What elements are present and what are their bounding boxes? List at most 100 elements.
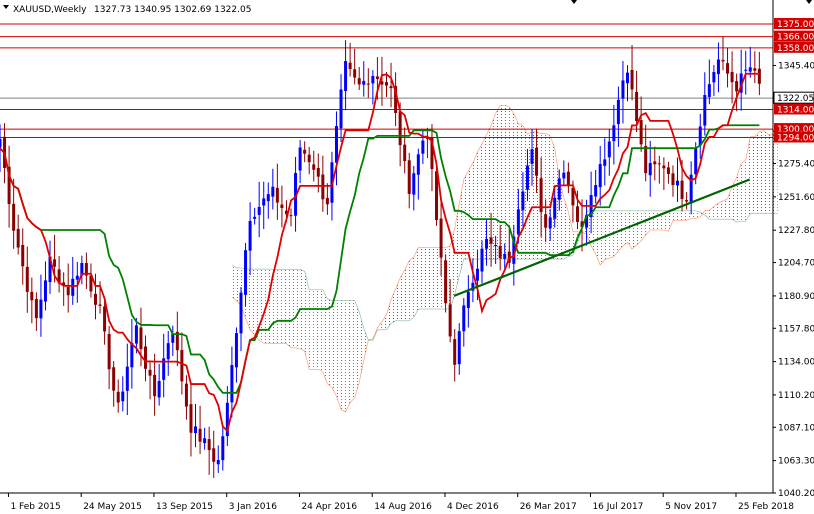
senkou-b-segment	[413, 308, 419, 318]
cloud-segment	[386, 299, 392, 330]
cloud-segment	[454, 203, 460, 295]
candle-body	[480, 248, 484, 272]
candle-body	[575, 206, 579, 222]
cloud-segment	[250, 269, 255, 335]
candle-body	[676, 180, 680, 186]
cloud-segment	[472, 151, 478, 260]
senkou-b-segment	[354, 300, 360, 312]
candle-body	[139, 327, 143, 350]
candle-body	[107, 334, 111, 370]
senkou-a-segment	[504, 104, 510, 108]
senkou-b-segment	[386, 323, 392, 330]
candle-body	[625, 72, 629, 84]
plot-area	[0, 23, 778, 478]
y-tick-label: 1180.90	[778, 292, 814, 302]
candle-body	[184, 383, 188, 407]
cloud-segment	[672, 210, 678, 221]
senkou-a-segment	[586, 233, 592, 246]
chevron-down-icon[interactable]	[806, 0, 812, 4]
candle-body	[753, 68, 757, 71]
candle-body	[380, 81, 384, 85]
candle-body	[398, 111, 402, 146]
senkou-b-segment	[322, 289, 328, 300]
cloud-segment	[650, 210, 655, 231]
candle-body	[62, 282, 66, 286]
cloud-segment	[291, 269, 296, 348]
candle-body	[53, 259, 57, 267]
candle-body	[0, 139, 2, 148]
cloud-segment	[281, 269, 287, 344]
candle-body	[648, 163, 652, 176]
level-label: 1300.00	[777, 125, 814, 135]
senkou-a-segment	[286, 343, 292, 349]
candle-body	[312, 164, 316, 170]
cloud-segment	[304, 271, 310, 370]
senkou-a-segment	[481, 134, 487, 145]
chevron-down-icon[interactable]	[571, 0, 577, 4]
candle-body	[221, 436, 225, 461]
candle-body	[362, 80, 366, 85]
senkou-a-segment	[336, 396, 342, 410]
y-tick-label: 1227.80	[778, 226, 814, 236]
candle-body	[730, 71, 734, 83]
candle-body	[316, 168, 320, 177]
senkou-a-segment	[413, 247, 419, 258]
senkou-a-segment	[322, 371, 328, 384]
senkou-a-segment	[713, 202, 719, 207]
cloud-segment	[636, 210, 642, 246]
senkou-a-segment	[463, 170, 469, 180]
candle-body	[194, 426, 198, 434]
candle-body	[553, 197, 557, 219]
y-tick-label: 1110.20	[778, 391, 814, 401]
candle-body	[716, 59, 720, 75]
candle-body	[525, 165, 529, 190]
cloud-segment	[741, 160, 746, 222]
x-tick-label: 5 Nov 2017	[665, 502, 717, 512]
candle-body	[80, 262, 84, 276]
candle-body	[157, 380, 161, 398]
candle-body	[93, 293, 97, 305]
candle-body	[125, 366, 129, 391]
ohlc-readout: 1327.73 1340.95 1302.69 1322.05	[94, 5, 251, 15]
cloud-segment	[704, 210, 710, 220]
senkou-a-segment	[754, 131, 760, 137]
candle-body	[757, 68, 761, 84]
cloud-segment	[736, 163, 742, 223]
senkou-b-segment	[304, 271, 310, 290]
senkou-b-segment	[363, 328, 369, 341]
cloud-segment	[463, 170, 469, 260]
senkou-a-segment	[636, 240, 642, 246]
x-tick-label: 4 Dec 2016	[447, 502, 499, 512]
senkou-a-segment	[358, 360, 365, 383]
cloud-segment	[568, 212, 573, 257]
x-tick-label: 14 Aug 2016	[374, 502, 432, 512]
candle-body	[43, 280, 47, 302]
senkou-b-segment	[409, 317, 414, 322]
senkou-b-segment	[704, 214, 710, 220]
cloud-segment	[654, 210, 660, 231]
level-label: 1314.00	[777, 105, 814, 115]
collapse-arrow-icon[interactable]	[3, 5, 9, 9]
senkou-a-segment	[640, 234, 646, 242]
candle-body	[562, 172, 566, 179]
level-label: 1294.00	[777, 133, 814, 143]
senkou-a-segment	[509, 106, 515, 114]
senkou-a-segment	[527, 131, 533, 135]
candle-body	[71, 278, 75, 296]
candle-body	[644, 145, 648, 174]
cloud-segment	[627, 210, 633, 250]
senkou-a-segment	[245, 317, 251, 330]
senkou-a-segment	[340, 409, 346, 413]
senkou-a-segment	[618, 245, 624, 252]
senkou-a-segment	[745, 136, 751, 161]
candle-body	[171, 333, 175, 343]
y-tick-label: 1251.60	[778, 193, 814, 203]
candle-body	[389, 86, 393, 89]
cloud-segment	[422, 247, 428, 310]
candle-body	[34, 299, 38, 319]
cloud-segment	[768, 134, 773, 214]
candle-body	[707, 84, 711, 97]
candle-body	[607, 141, 611, 158]
candle-body	[212, 448, 216, 462]
cloud-segment	[727, 186, 733, 220]
